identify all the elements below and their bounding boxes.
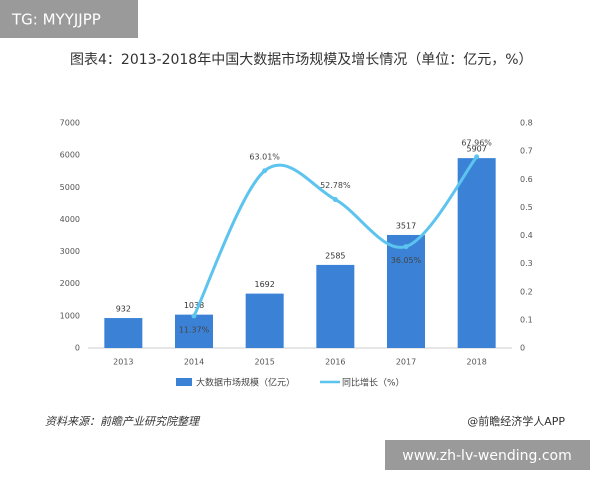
bar: [245, 293, 284, 348]
legend-swatch: [176, 378, 192, 386]
x-tick-label: 2016: [325, 358, 345, 367]
bar: [104, 318, 143, 348]
y2-tick-label: 0.8: [520, 119, 533, 128]
x-tick-label: 2018: [466, 358, 486, 367]
watermark: TG: MYYJJPP: [11, 11, 101, 29]
bar-label: 2585: [325, 251, 345, 260]
watermark: www.zh-lv-wending.com: [402, 448, 571, 464]
y2-tick-label: 0.2: [520, 287, 533, 296]
watermark-box: [0, 0, 138, 38]
bar: [175, 314, 213, 348]
legend-label: 大数据市场规模（亿元）: [196, 377, 295, 389]
chart-title: 图表4：2013-2018年中国大数据市场规模及增长情况（单位：亿元，%）: [70, 52, 533, 68]
line-label: 63.01%: [249, 152, 280, 161]
line-label: 36.05%: [391, 256, 422, 265]
x-tick-label: 2015: [254, 358, 274, 367]
bar-label: 1038: [184, 301, 204, 310]
line-point: [262, 168, 268, 174]
bar-label: 932: [116, 305, 131, 314]
y-tick-label: 5000: [60, 183, 80, 192]
y2-tick-label: 0.7: [520, 147, 533, 156]
y-tick-label: 3000: [60, 247, 80, 256]
bar: [457, 158, 496, 348]
y2-tick-label: 0.4: [520, 231, 533, 240]
bar-label: 1692: [254, 280, 274, 289]
line-point: [474, 154, 480, 160]
y-tick-label: 1000: [60, 311, 80, 320]
line-point: [403, 244, 409, 250]
y-tick-label: 0: [75, 344, 80, 353]
y-tick-label: 2000: [60, 279, 80, 288]
line-label: 11.37%: [179, 326, 210, 335]
bar: [316, 264, 355, 348]
legend-label: 同比增长（%）: [342, 377, 405, 389]
line-label: 52.78%: [320, 181, 351, 190]
y2-tick-label: 0.5: [520, 203, 533, 212]
line-point: [191, 313, 197, 319]
x-tick-label: 2017: [396, 358, 416, 367]
source: 资料来源：前瞻产业研究院整理: [45, 415, 201, 428]
y-tick-label: 4000: [60, 215, 80, 224]
y2-tick-label: 0.1: [520, 315, 533, 324]
y-tick-label: 6000: [60, 151, 80, 160]
bar: [387, 234, 425, 348]
bar-label: 3517: [396, 221, 416, 230]
x-tick-label: 2014: [184, 358, 204, 367]
y2-tick-label: 0.6: [520, 175, 533, 184]
bar-label: 5907: [466, 145, 486, 154]
credit: @前瞻经济学人APP: [467, 414, 565, 428]
y-tick-label: 7000: [60, 119, 80, 128]
line-label: 67.96%: [461, 138, 492, 147]
y2-tick-label: 0.3: [520, 259, 533, 268]
watermark-box: [385, 440, 590, 470]
y2-tick-label: 0: [520, 344, 525, 353]
line-point: [332, 197, 338, 203]
x-tick-label: 2013: [113, 358, 133, 367]
